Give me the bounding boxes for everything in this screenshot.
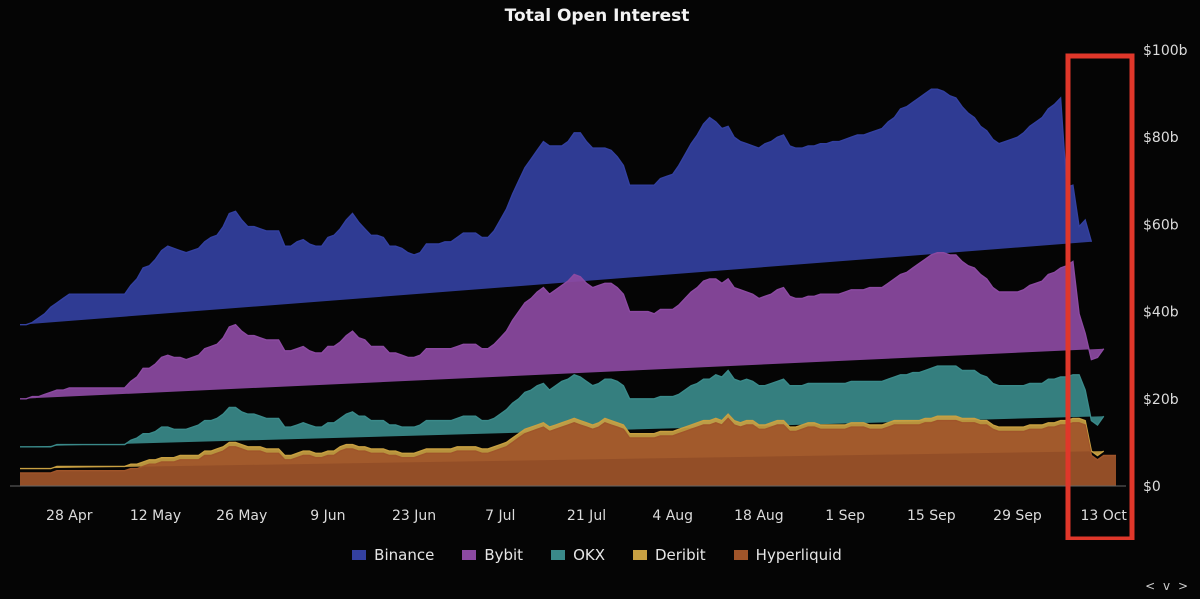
legend-swatch: [632, 550, 647, 560]
y-tick-label: $80b: [1143, 130, 1179, 146]
series-line-hyperliquid: [20, 417, 1116, 474]
highlight-box: [1065, 53, 1135, 540]
y-tick-label: $0: [1143, 479, 1161, 495]
x-tick-label: 15 Sep: [907, 508, 956, 524]
x-tick-label: 18 Aug: [734, 508, 784, 524]
chart-nav-arrows[interactable]: < v >: [1145, 579, 1190, 593]
x-tick-label: 23 Jun: [392, 508, 436, 524]
series-line-deribit: [20, 413, 1105, 470]
legend-swatch: [551, 550, 566, 560]
chart-legend: Binance Bybit OKX Deribit Hyperliquid: [0, 546, 1194, 564]
x-tick-label: 12 May: [130, 508, 181, 524]
x-tick-label: 4 Aug: [652, 508, 693, 524]
y-tick-label: $60b: [1143, 217, 1179, 233]
legend-label: Binance: [374, 546, 435, 564]
y-tick-label: $20b: [1143, 392, 1179, 408]
legend-item-okx[interactable]: OKX: [551, 546, 605, 564]
legend-label: OKX: [573, 546, 605, 564]
y-tick-label: $100b: [1143, 43, 1188, 59]
legend-label: Deribit: [654, 546, 706, 564]
x-tick-label: 26 May: [216, 508, 267, 524]
chart-title: Total Open Interest: [504, 6, 690, 26]
y-tick-label: $40b: [1143, 305, 1179, 321]
legend-item-deribit[interactable]: Deribit: [632, 546, 706, 564]
x-tick-label: 1 Sep: [825, 508, 865, 524]
series-area-okx[interactable]: [20, 366, 1104, 447]
legend-swatch: [352, 550, 367, 560]
legend-label: Bybit: [484, 546, 524, 564]
chart-areas: [20, 88, 1116, 486]
series-line-binance: [20, 88, 1093, 326]
series-line-bybit: [20, 252, 1105, 400]
y-axis-ticks: $0 $20b $40b $60b $80b $100b: [1143, 43, 1188, 495]
series-area-binance[interactable]: [20, 89, 1092, 325]
x-tick-label: 13 Oct: [1080, 508, 1127, 524]
series-area-bybit[interactable]: [20, 252, 1104, 399]
legend-label: Hyperliquid: [755, 546, 842, 564]
x-tick-label: 29 Sep: [993, 508, 1042, 524]
chart-plot: 28 Apr 12 May 26 May 9 Jun 23 Jun 7 Jul 21 Jul…: [10, 43, 1188, 540]
x-tick-label: 21 Jul: [567, 508, 606, 524]
series-line-okx: [20, 365, 1105, 448]
legend-swatch: [462, 550, 477, 560]
legend-swatch: [733, 550, 748, 560]
x-tick-label: 28 Apr: [46, 508, 93, 524]
x-axis-ticks: 28 Apr 12 May 26 May 9 Jun 23 Jun 7 Jul 21 Jul…: [46, 508, 1127, 524]
legend-item-hyperliquid[interactable]: Hyperliquid: [733, 546, 842, 564]
legend-item-bybit[interactable]: Bybit: [462, 546, 523, 564]
series-area-hyperliquid[interactable]: [20, 418, 1116, 486]
legend-item-binance[interactable]: Binance: [352, 546, 434, 564]
x-tick-label: 7 Jul: [485, 508, 515, 524]
x-tick-label: 9 Jun: [310, 508, 345, 524]
